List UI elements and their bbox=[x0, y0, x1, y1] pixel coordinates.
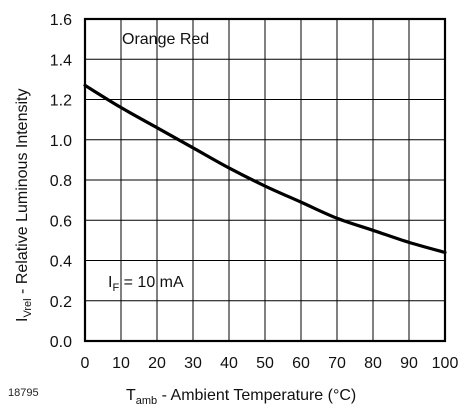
x-tick-label: 0 bbox=[81, 355, 90, 372]
tick-labels: 0 10 20 30 40 50 60 70 80 90 100 0.0 0.2 0.4 0.6 0.8 1.0… bbox=[50, 12, 459, 372]
y-tick-label: 0.0 bbox=[50, 334, 72, 351]
grid bbox=[85, 19, 445, 341]
y-tick-label: 1.4 bbox=[50, 52, 72, 69]
y-tick-label: 0.4 bbox=[50, 254, 72, 271]
condition-rest: = 10 mA bbox=[119, 274, 184, 291]
y-tick-label: 0.2 bbox=[50, 294, 72, 311]
y-tick-label: 0.6 bbox=[50, 213, 72, 230]
x-tick-label: 50 bbox=[256, 355, 274, 372]
x-tick-label: 70 bbox=[328, 355, 346, 372]
x-tick-label: 100 bbox=[432, 355, 459, 372]
figure-id: 18795 bbox=[8, 387, 39, 399]
y-axis-label-rest: - Relative Luminous Intensity bbox=[14, 89, 31, 299]
y-axis-label: IVrel - Relative Luminous Intensity bbox=[14, 89, 34, 322]
x-axis-label-sub: amb bbox=[136, 395, 157, 407]
x-tick-label: 40 bbox=[220, 355, 238, 372]
x-tick-label: 60 bbox=[292, 355, 310, 372]
y-tick-label: 0.8 bbox=[50, 173, 72, 190]
x-tick-label: 30 bbox=[184, 355, 202, 372]
series-label-orange-red: Orange Red bbox=[122, 31, 209, 48]
y-tick-label: 1.0 bbox=[50, 133, 72, 150]
x-axis-label-rest: - Ambient Temperature (°C) bbox=[157, 387, 356, 404]
y-tick-label: 1.6 bbox=[50, 12, 72, 29]
x-tick-label: 20 bbox=[148, 355, 166, 372]
y-tick-label: 1.2 bbox=[50, 93, 72, 110]
condition-label: IF = 10 mA bbox=[108, 274, 184, 294]
x-tick-label: 10 bbox=[112, 355, 130, 372]
x-axis-label: Tamb - Ambient Temperature (°C) bbox=[126, 387, 356, 407]
x-tick-label: 90 bbox=[400, 355, 418, 372]
x-tick-label: 80 bbox=[364, 355, 382, 372]
x-axis-label-main: T bbox=[126, 387, 136, 404]
y-axis-label-sub: Vrel bbox=[22, 298, 34, 317]
